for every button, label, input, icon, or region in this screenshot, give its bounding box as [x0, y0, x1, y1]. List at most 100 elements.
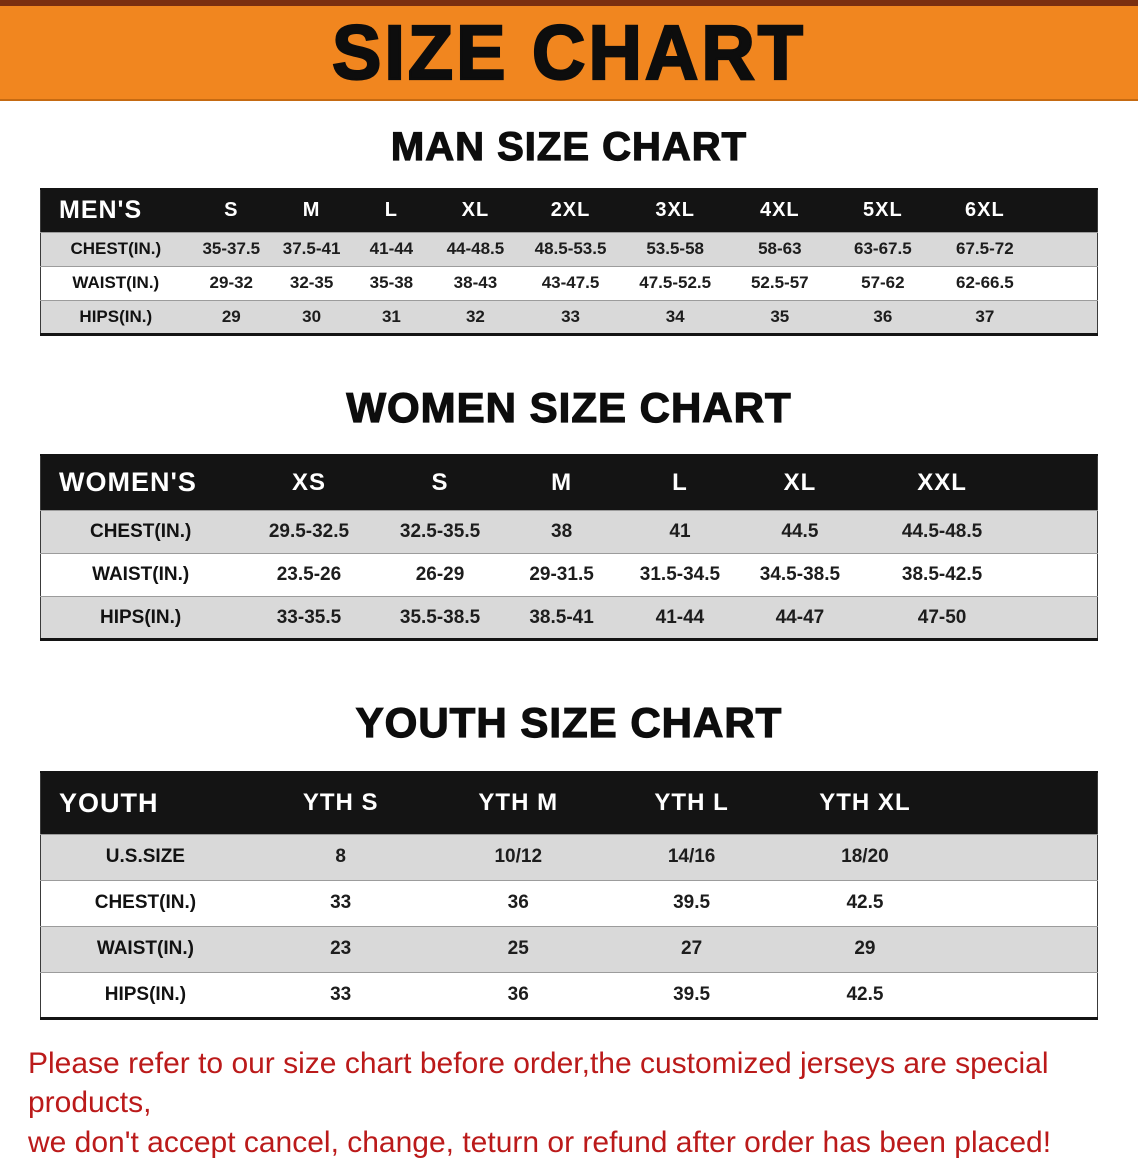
- row-label: HIPS(IN.): [41, 597, 241, 640]
- spacer-cell: [952, 880, 1098, 926]
- value-cell: 18/20: [778, 834, 951, 880]
- value-cell: 35-38: [351, 266, 431, 300]
- women-section-heading: WOMEN SIZE CHART: [0, 384, 1138, 432]
- value-cell: 33-35.5: [240, 597, 377, 640]
- size-column-header: YTH M: [432, 772, 605, 834]
- row-label: CHEST(IN.): [41, 511, 241, 554]
- row-label: CHEST(IN.): [41, 880, 250, 926]
- value-cell: 38-43: [432, 266, 520, 300]
- value-cell: 41-44: [621, 597, 739, 640]
- value-cell: 8: [250, 834, 432, 880]
- spacer-cell: [1023, 455, 1097, 511]
- row-label: WAIST(IN.): [41, 266, 191, 300]
- spacer-cell: [1035, 266, 1097, 300]
- spacer-cell: [1023, 554, 1097, 597]
- spacer-cell: [952, 772, 1098, 834]
- value-cell: 33: [250, 972, 432, 1018]
- size-column-header: XL: [432, 189, 520, 232]
- size-column-header: 4XL: [729, 189, 832, 232]
- value-cell: 35: [729, 300, 832, 334]
- size-column-header: 3XL: [622, 189, 729, 232]
- value-cell: 27: [605, 926, 778, 972]
- spacer-cell: [1023, 597, 1097, 640]
- size-column-header: YTH S: [250, 772, 432, 834]
- size-column-header: 2XL: [519, 189, 622, 232]
- size-column-header: L: [351, 189, 431, 232]
- value-cell: 58-63: [729, 232, 832, 266]
- size-column-header: YTH XL: [778, 772, 951, 834]
- disclaimer-line-1: Please refer to our size chart before or…: [28, 1044, 1110, 1123]
- value-cell: 26-29: [378, 554, 503, 597]
- spacer-cell: [952, 926, 1098, 972]
- value-cell: 32: [432, 300, 520, 334]
- value-cell: 47.5-52.5: [622, 266, 729, 300]
- value-cell: 38.5-41: [502, 597, 620, 640]
- value-cell: 37.5-41: [272, 232, 351, 266]
- size-column-header: M: [272, 189, 351, 232]
- value-cell: 38.5-42.5: [861, 554, 1024, 597]
- value-cell: 34.5-38.5: [739, 554, 861, 597]
- size-column-header: S: [378, 455, 503, 511]
- value-cell: 14/16: [605, 834, 778, 880]
- value-cell: 34: [622, 300, 729, 334]
- value-cell: 44.5-48.5: [861, 511, 1024, 554]
- value-cell: 39.5: [605, 880, 778, 926]
- spacer-cell: [1035, 300, 1097, 334]
- disclaimer-line-2: we don't accept cancel, change, teturn o…: [28, 1123, 1110, 1162]
- row-label: WAIST(IN.): [41, 554, 241, 597]
- value-cell: 47-50: [861, 597, 1024, 640]
- table-title-cell: MEN'S: [41, 189, 191, 232]
- value-cell: 23.5-26: [240, 554, 377, 597]
- value-cell: 23: [250, 926, 432, 972]
- disclaimer: Please refer to our size chart before or…: [0, 1044, 1138, 1162]
- men-section-heading: MAN SIZE CHART: [0, 125, 1138, 170]
- size-column-header: XXL: [861, 455, 1024, 511]
- value-cell: 29-32: [191, 266, 272, 300]
- size-column-header: XS: [240, 455, 377, 511]
- value-cell: 42.5: [778, 880, 951, 926]
- value-cell: 29.5-32.5: [240, 511, 377, 554]
- value-cell: 41-44: [351, 232, 431, 266]
- value-cell: 57-62: [831, 266, 935, 300]
- table-title-cell: YOUTH: [41, 772, 250, 834]
- value-cell: 39.5: [605, 972, 778, 1018]
- value-cell: 43-47.5: [519, 266, 622, 300]
- value-cell: 44.5: [739, 511, 861, 554]
- value-cell: 52.5-57: [729, 266, 832, 300]
- size-column-header: 5XL: [831, 189, 935, 232]
- value-cell: 36: [831, 300, 935, 334]
- youth-section-heading: YOUTH SIZE CHART: [0, 699, 1138, 747]
- value-cell: 62-66.5: [935, 266, 1035, 300]
- size-column-header: L: [621, 455, 739, 511]
- table-title-cell: WOMEN'S: [41, 455, 241, 511]
- size-column-header: S: [191, 189, 272, 232]
- size-column-header: 6XL: [935, 189, 1035, 232]
- value-cell: 30: [272, 300, 351, 334]
- spacer-cell: [952, 834, 1098, 880]
- value-cell: 29: [778, 926, 951, 972]
- spacer-cell: [952, 972, 1098, 1018]
- size-column-header: M: [502, 455, 620, 511]
- value-cell: 32.5-35.5: [378, 511, 503, 554]
- spacer-cell: [1023, 511, 1097, 554]
- value-cell: 36: [432, 972, 605, 1018]
- row-label: U.S.SIZE: [41, 834, 250, 880]
- value-cell: 67.5-72: [935, 232, 1035, 266]
